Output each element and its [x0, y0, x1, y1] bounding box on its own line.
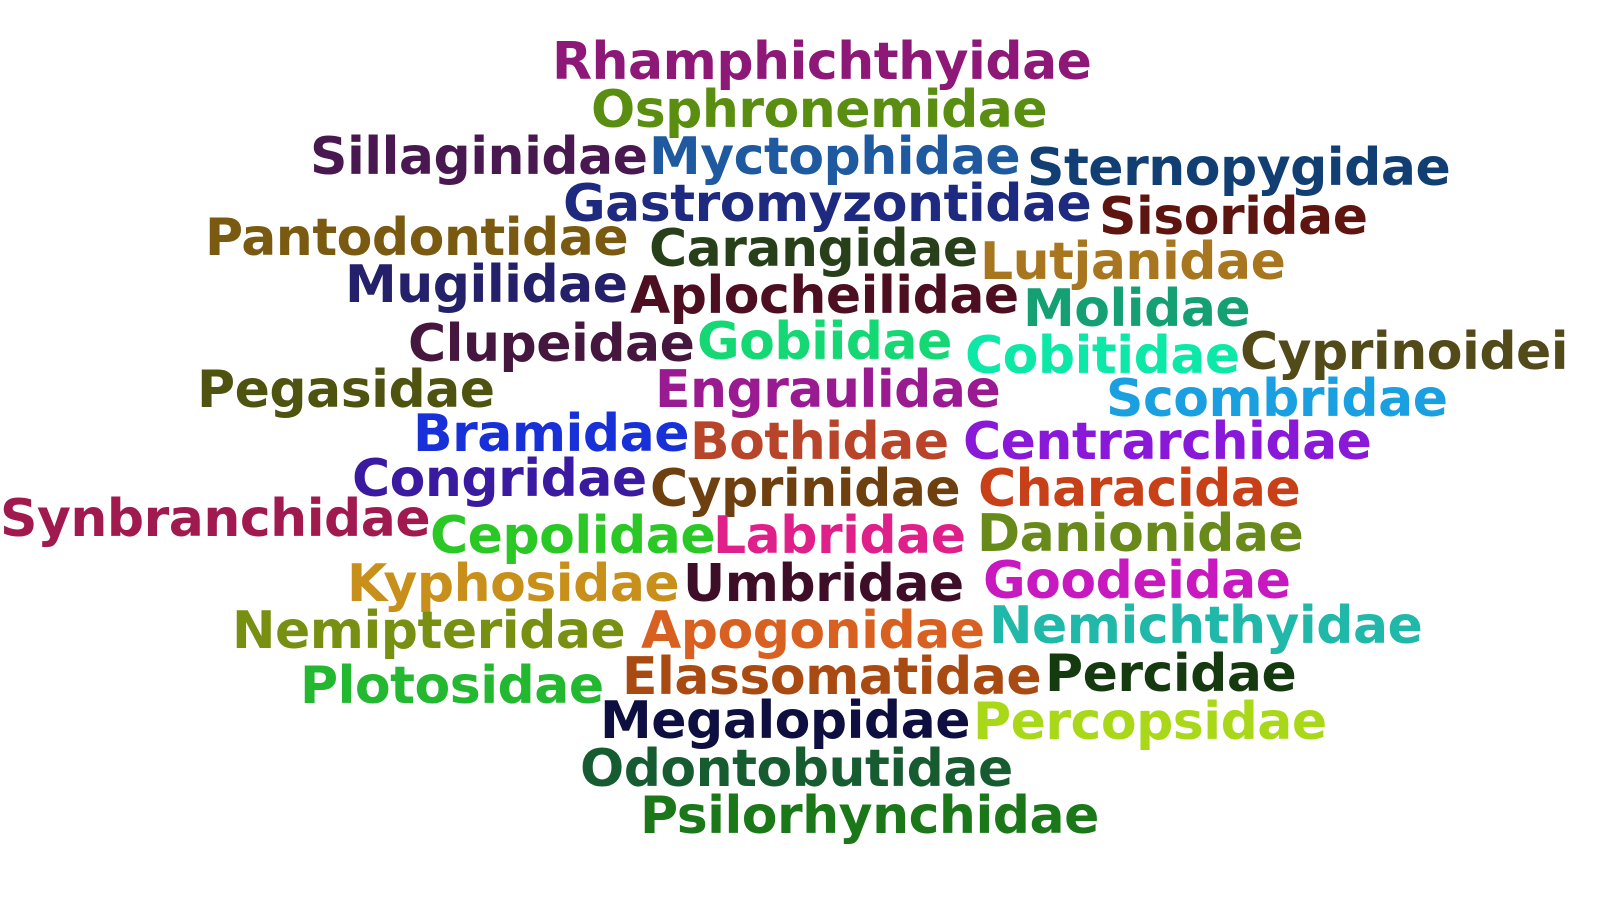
word: Lutjanidae [980, 232, 1286, 292]
word: Kyphosidae [347, 554, 680, 614]
word: Cobitidae [965, 326, 1240, 386]
word: Nemichthyidae [989, 596, 1423, 656]
word: Scombridae [1106, 369, 1448, 429]
word: Cyprinoidei [1240, 322, 1569, 382]
word: Umbridae [683, 554, 964, 614]
word: Goodeidae [983, 551, 1291, 611]
word: Osphronemidae [591, 80, 1048, 140]
word: Clupeidae [408, 314, 695, 374]
word: Myctophidae [649, 127, 1021, 187]
word: Pantodontidae [205, 208, 629, 268]
word: Elassomatidae [622, 647, 1042, 707]
word: Percidae [1045, 644, 1297, 704]
word: Apogonidae [641, 601, 985, 661]
word: Psilorhynchidae [640, 786, 1099, 846]
word: Gobiidae [697, 312, 952, 372]
word: Bothidae [690, 412, 949, 472]
word: Danionidae [977, 504, 1304, 564]
word: Sisoridae [1099, 187, 1368, 247]
word: Cepolidae [430, 506, 716, 566]
word: Megalopidae [600, 691, 971, 751]
word: Engraulidae [655, 360, 1001, 420]
word: Sillaginidae [310, 127, 648, 187]
word: Percopsidae [973, 692, 1327, 752]
word: Characidae [978, 459, 1301, 519]
word: Plotosidae [300, 656, 604, 716]
word: Nemipteridae [232, 601, 626, 661]
word: Synbranchidae [0, 489, 431, 549]
word: Gastromyzontidae [563, 174, 1092, 234]
word: Labridae [713, 506, 966, 566]
word: Mugilidae [345, 255, 628, 315]
word: Cyprinidae [650, 459, 961, 519]
word: Aplocheilidae [630, 266, 1019, 326]
word: Carangidae [649, 219, 978, 279]
word: Molidae [1023, 279, 1251, 339]
word: Congridae [352, 449, 647, 509]
word: Odontobutidae [580, 739, 1013, 799]
word: Centrarchidae [963, 412, 1372, 472]
word: Sternopygidae [1027, 138, 1451, 198]
word: Pegasidae [197, 360, 495, 420]
word: Rhamphichthyidae [552, 32, 1092, 92]
word: Bramidae [413, 404, 689, 464]
